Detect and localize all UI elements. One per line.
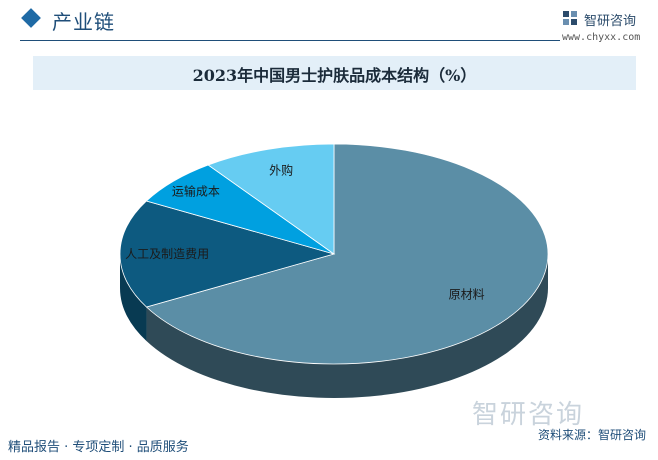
footer-tagline: 精品报告 · 专项定制 · 品质服务 — [8, 440, 189, 455]
header-divider — [20, 40, 560, 41]
pie-slice-side-0 — [146, 254, 548, 398]
slice-label-0: 原材料 — [449, 287, 485, 301]
chart-title-band: 2023年中国男士护肤品成本结构（%） — [33, 56, 636, 90]
pie-labels: 原材料 人工及制造费用 运输成本 外购 — [125, 162, 485, 301]
pie-slice-0 — [145, 143, 549, 365]
chart-title: 2023年中国男士护肤品成本结构（%） — [192, 66, 477, 85]
logo-name: 智研咨询 — [584, 14, 637, 29]
slice-label-2: 运输成本 — [172, 183, 220, 198]
slice-label-3: 外购 — [269, 162, 293, 177]
pie-slice-1 — [119, 200, 336, 308]
pie-tops — [119, 143, 549, 365]
brand-logo: 智研咨询 www.chyxx.com — [562, 8, 646, 48]
pie-slice-3 — [207, 143, 335, 255]
watermark-text: 智研咨询 — [472, 400, 585, 430]
section-title: 产业链 — [52, 10, 115, 34]
slice-label-1: 人工及制造费用 — [125, 247, 209, 261]
header: 产业链 智研咨询 www.chyxx.com — [0, 0, 658, 44]
pie-sides — [120, 254, 548, 398]
logo-icon — [563, 11, 577, 25]
logo-url: www.chyxx.com — [562, 32, 641, 43]
source-note: 资料来源：智研咨询 — [537, 428, 646, 442]
pie-slice-side-1 — [120, 254, 147, 341]
